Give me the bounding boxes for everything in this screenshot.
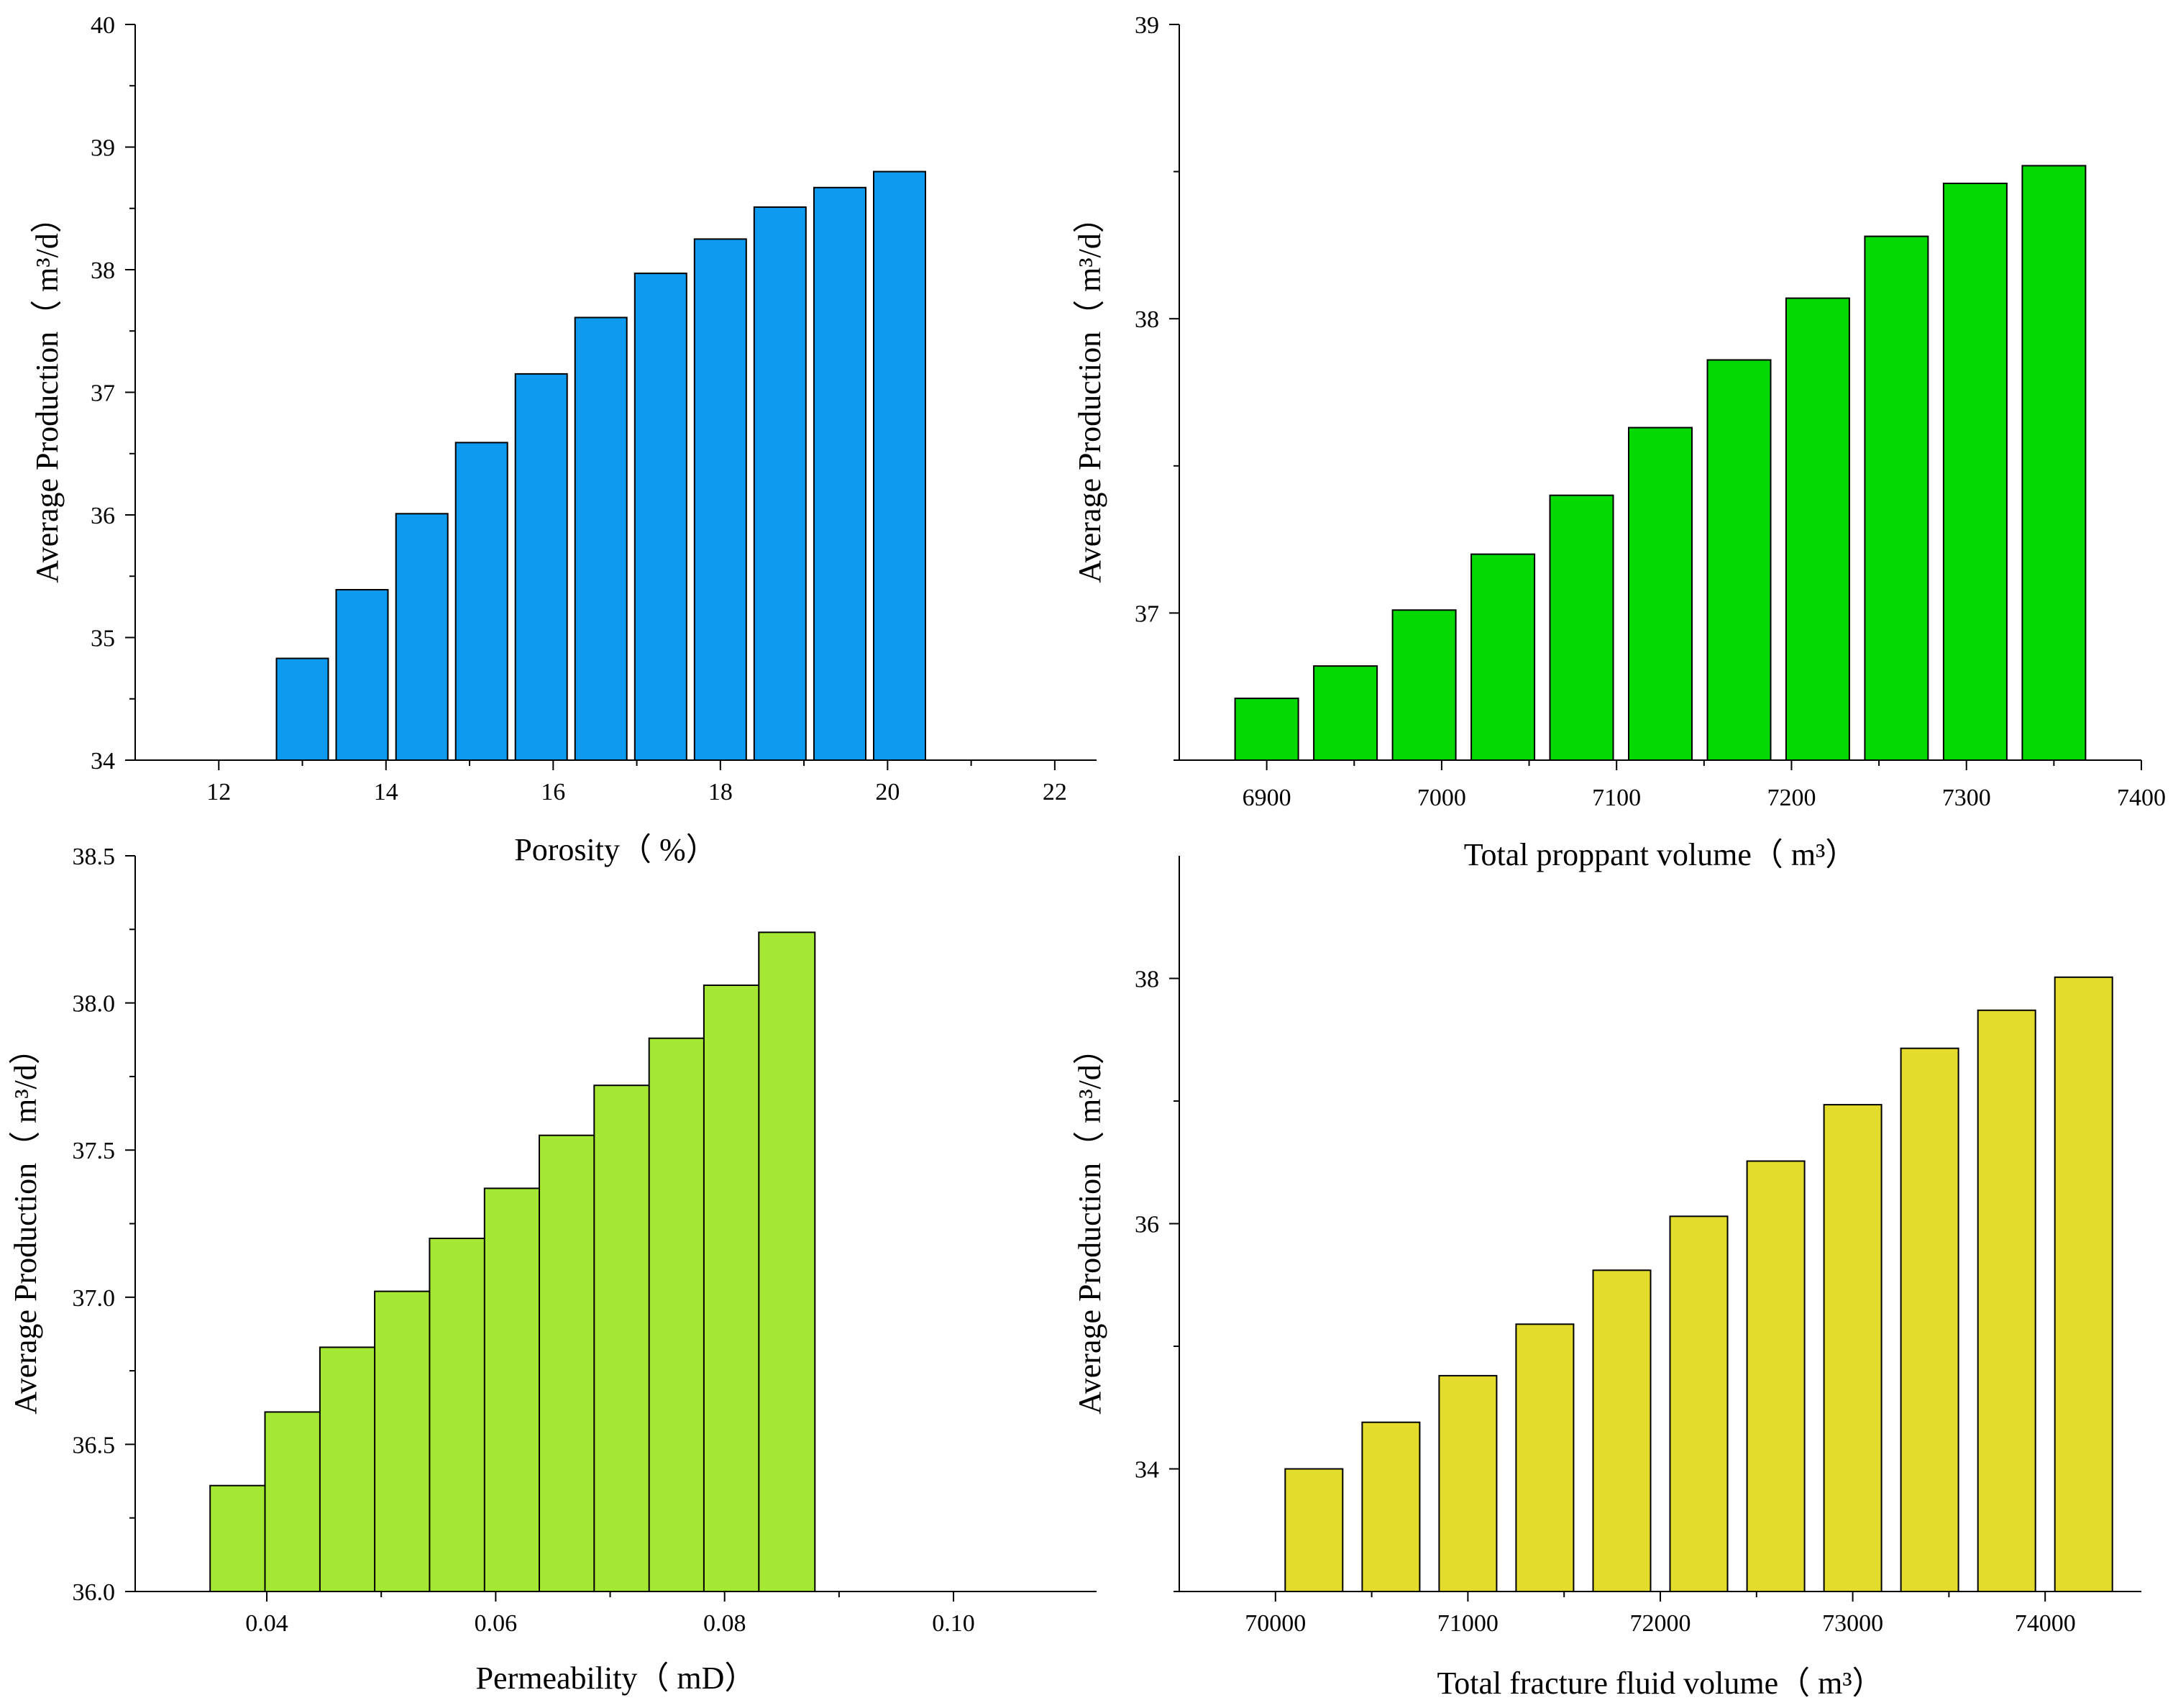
chart-2-x-axis-title: Total proppant volume（ m³）	[1464, 837, 1857, 872]
chart-4-x-tick-label: 71000	[1437, 1610, 1499, 1637]
chart-2-bar	[2021, 165, 2087, 761]
chart-3-x-tick-label: 0.06	[475, 1610, 518, 1637]
chart-1-x-tick-label: 20	[875, 779, 900, 805]
chart-3-x-tick-label: 0.10	[932, 1610, 975, 1637]
chart-4-x-tick-label: 73000	[1822, 1610, 1883, 1637]
chart-2-bar	[1234, 698, 1299, 761]
chart-4-bar	[1900, 1047, 1959, 1592]
chart-4-bar	[1746, 1160, 1806, 1592]
chart-1-bar	[514, 373, 568, 761]
chart-2-bar	[1470, 553, 1536, 761]
chart-1-bar	[454, 442, 508, 762]
chart-1-bar	[395, 513, 449, 761]
chart-3-bar	[374, 1290, 432, 1592]
chart-4-y-tick-label: 38	[1135, 967, 1159, 993]
chart-2-y-tick-label: 37	[1135, 600, 1159, 627]
chart-4-x-tick-label: 74000	[2015, 1610, 2076, 1637]
chart-3-y-tick-label: 38.0	[73, 991, 116, 1018]
chart-2-y-axis-title: Average Production（ m³/d）	[1072, 201, 1107, 583]
chart-3-x-axis-title: Permeability（ mD）	[476, 1661, 756, 1696]
chart-1-y-tick-label: 34	[91, 748, 115, 775]
chart-2-y-tick-label: 38	[1135, 306, 1159, 333]
chart-4-x-tick-label: 72000	[1630, 1610, 1691, 1637]
chart-4-bar	[1361, 1421, 1421, 1592]
chart-3-bar	[483, 1187, 541, 1592]
chart-3-bar	[593, 1084, 651, 1592]
chart-3-bar	[264, 1411, 322, 1593]
chart-4-y-axis-title: Average Production（ m³/d）	[1072, 1033, 1107, 1415]
chart-3-x-tick-label: 0.04	[245, 1610, 288, 1637]
chart-1-y-tick-label: 37	[91, 380, 115, 407]
chart-2-x-tick-label: 7100	[1592, 785, 1641, 811]
chart-4-y-tick-label: 34	[1135, 1457, 1159, 1484]
chart-2-bar	[1313, 665, 1378, 761]
chart-2-bar	[1549, 494, 1614, 761]
chart-1-y-tick-label: 39	[91, 135, 115, 162]
chart-1-x-tick-label: 14	[374, 779, 398, 805]
chart-2-bar	[1942, 183, 2008, 761]
chart-3-x-tick-label: 0.08	[703, 1610, 746, 1637]
chart-1-x-tick-label: 16	[541, 779, 565, 805]
chart-3-bar	[648, 1037, 706, 1592]
chart-2-x-tick-label: 7400	[2117, 785, 2166, 811]
chart-3-bar	[429, 1238, 487, 1592]
chart-3-bar	[703, 985, 761, 1592]
chart-3-bar	[319, 1346, 377, 1593]
chart-4-bar	[1592, 1269, 1652, 1593]
chart-1-bar	[753, 206, 807, 761]
chart-1-bar	[873, 170, 926, 762]
chart-2-x-tick-label: 7300	[1942, 785, 1991, 811]
chart-3-y-tick-label: 37.5	[73, 1138, 116, 1164]
chart-1-bar	[693, 238, 747, 761]
chart-4-bar	[1438, 1374, 1498, 1593]
chart-3-bar	[758, 931, 816, 1592]
chart-1-y-tick-label: 35	[91, 626, 115, 652]
chart-4-bar	[1515, 1323, 1575, 1593]
chart-4-x-tick-label: 70000	[1245, 1610, 1306, 1637]
chart-4-bar	[1284, 1468, 1344, 1592]
chart-2-x-tick-label: 6900	[1243, 785, 1291, 811]
chart-1-x-tick-label: 22	[1043, 779, 1067, 805]
chart-1-y-tick-label: 38	[91, 257, 115, 284]
chart-1-x-tick-label: 18	[708, 779, 733, 805]
chart-4-bar	[1669, 1215, 1729, 1593]
chart-2-bar	[1785, 297, 1850, 762]
chart-1-bar	[813, 186, 866, 761]
chart-2-x-tick-label: 7200	[1767, 785, 1816, 811]
chart-3-y-tick-label: 36.5	[73, 1432, 116, 1458]
chart-1-bar	[633, 273, 687, 762]
chart-4-bar	[2054, 976, 2113, 1593]
chart-1-bar	[335, 589, 389, 761]
chart-3-y-axis-title: Average Production（ m³/d）	[8, 1033, 43, 1415]
chart-2-bar	[1706, 359, 1772, 761]
chart-4-x-axis-title: Total fracture fluid volume（ m³）	[1437, 1666, 1883, 1701]
chart-3-y-tick-label: 36.0	[73, 1579, 116, 1606]
chart-2-bar	[1628, 426, 1693, 761]
chart-4-bar	[1977, 1009, 2036, 1593]
chart-1-x-axis-title: Porosity（ %）	[514, 832, 717, 867]
chart-2-bar	[1391, 609, 1457, 761]
chart-1-y-tick-label: 40	[91, 12, 115, 39]
chart-2-y-tick-label: 39	[1135, 12, 1159, 39]
chart-1-x-tick-label: 12	[206, 779, 231, 805]
chart-3-bar	[209, 1484, 267, 1592]
chart-1-y-axis-title: Average Production（ m³/d）	[29, 201, 65, 583]
chart-4-y-tick-label: 36	[1135, 1212, 1159, 1238]
chart-1-bar	[275, 657, 329, 761]
chart-2-x-tick-label: 7000	[1417, 785, 1466, 811]
chart-3-y-tick-label: 38.5	[73, 844, 116, 870]
chart-2-bar	[1864, 235, 1929, 762]
chart-4-bar	[1823, 1104, 1882, 1592]
chart-1-y-tick-label: 36	[91, 503, 115, 529]
chart-3-bar	[539, 1134, 596, 1592]
chart-3-y-tick-label: 37.0	[73, 1285, 116, 1312]
chart-1-bar	[574, 316, 628, 761]
